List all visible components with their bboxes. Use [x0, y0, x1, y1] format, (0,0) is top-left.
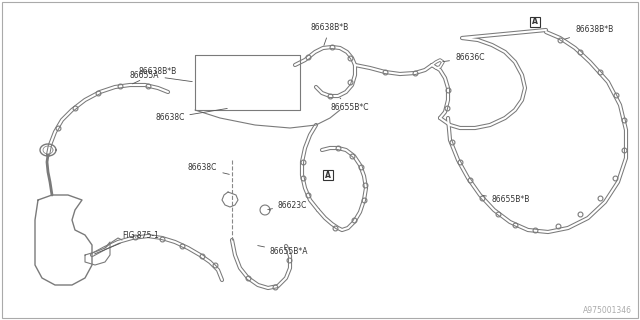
Text: 86623C: 86623C	[268, 201, 307, 210]
Text: 86638B*B: 86638B*B	[564, 26, 613, 39]
Text: 86638B*B: 86638B*B	[132, 68, 177, 84]
Text: A: A	[532, 18, 538, 27]
Text: 86655B*A: 86655B*A	[258, 245, 308, 257]
Text: 86636C: 86636C	[443, 53, 484, 62]
Text: 86638C: 86638C	[155, 108, 227, 123]
Text: 86638C: 86638C	[188, 164, 229, 174]
Text: 86655B*B: 86655B*B	[483, 196, 531, 204]
Text: A975001346: A975001346	[583, 306, 632, 315]
Text: 86655A: 86655A	[130, 70, 192, 82]
Text: 86638B*B: 86638B*B	[311, 23, 349, 45]
Bar	[323, 170, 333, 180]
Text: FIG.875-1: FIG.875-1	[95, 230, 159, 254]
Text: 86655B*C: 86655B*C	[331, 98, 369, 113]
Bar	[530, 17, 540, 27]
Text: A: A	[325, 171, 331, 180]
